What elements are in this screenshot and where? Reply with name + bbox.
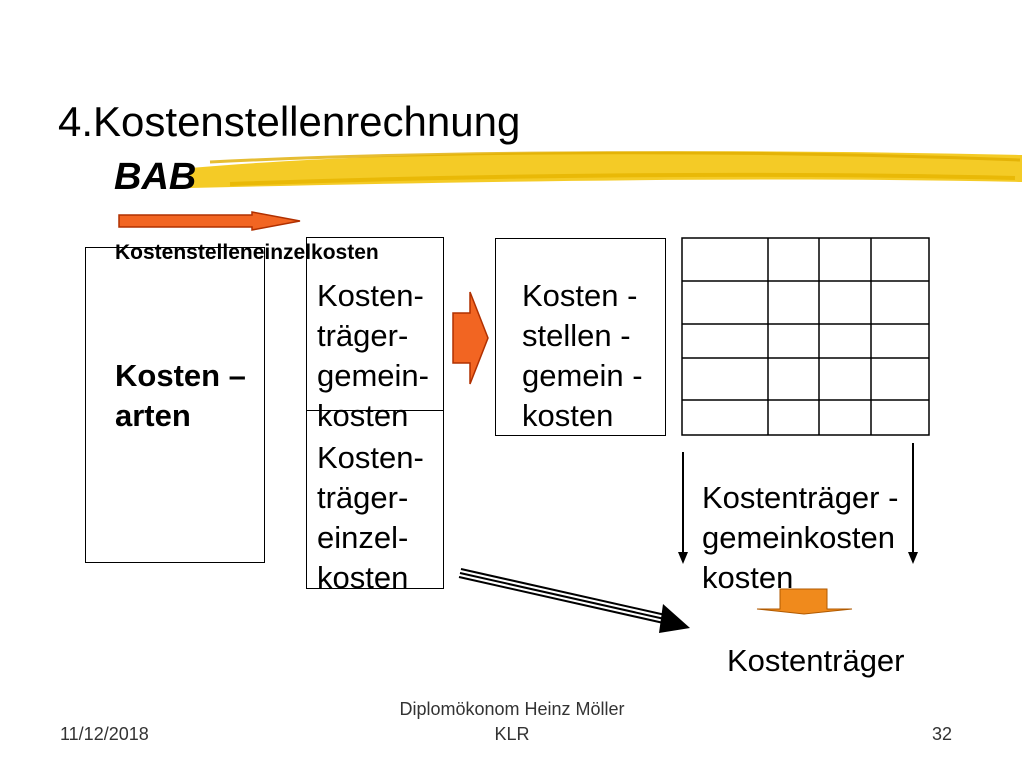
left-down-arrow <box>678 452 688 564</box>
text-line: Kosten- <box>317 278 424 313</box>
bab-grid <box>681 237 930 436</box>
text-line: träger- <box>317 318 409 353</box>
kostentraeger-label: Kostenträger <box>727 643 905 678</box>
text-line: stellen - <box>522 318 631 353</box>
text-line: kosten <box>317 398 409 433</box>
kostentraeger-gemeinkosten-text: Kostenträger - gemeinkosten kosten <box>702 478 898 598</box>
stellen-gemeinkosten-box <box>495 238 666 436</box>
text-line: gemeinkosten <box>702 520 896 555</box>
kostenarten-line: arten <box>115 398 191 433</box>
slide-title: 4.Kostenstellenrechnung <box>58 98 521 145</box>
text-line: kosten <box>317 560 409 595</box>
stellen-gemeinkosten-text: Kosten - stellen - gemein - kosten <box>522 276 643 436</box>
text-line: gemein - <box>522 358 643 393</box>
slide-subtitle: BAB <box>114 156 197 198</box>
yellow-brush-stroke <box>190 151 1022 188</box>
footer-author: Diplomökonom Heinz Möller <box>399 699 625 719</box>
page-number: 32 <box>932 724 953 744</box>
text-line: träger- <box>317 480 409 515</box>
text-line: kosten <box>702 560 794 595</box>
diagonal-double-arrow <box>458 568 690 633</box>
kostenarten-line: Kosten – <box>115 358 246 393</box>
text-line: Kostenträger - <box>702 480 899 515</box>
text-line: einzel- <box>317 520 409 555</box>
footer-course: KLR <box>494 724 530 744</box>
label-kostenstelleneinzelkosten: Kostenstelleneinzelkosten <box>115 241 379 264</box>
traeger-gemeinkosten-text: Kosten- träger- gemein- kosten <box>317 276 429 436</box>
orange-right-arrow <box>118 211 301 231</box>
traeger-einzelkosten-text: Kosten- träger- einzel- kosten <box>317 438 424 598</box>
orange-down-arrow <box>756 588 853 615</box>
text-line: Kosten- <box>317 440 424 475</box>
text-line: kosten <box>522 398 614 433</box>
footer-date: 11/12/2018 <box>60 724 149 744</box>
block-arrow-right <box>452 291 489 385</box>
right-down-arrow <box>908 443 918 564</box>
kostenarten-box <box>85 247 265 563</box>
text-line: gemein- <box>317 358 429 393</box>
traeger-einzelkosten-box <box>306 410 444 589</box>
text-line: Kosten - <box>522 278 638 313</box>
kostenarten-label: Kosten – arten <box>115 356 246 436</box>
